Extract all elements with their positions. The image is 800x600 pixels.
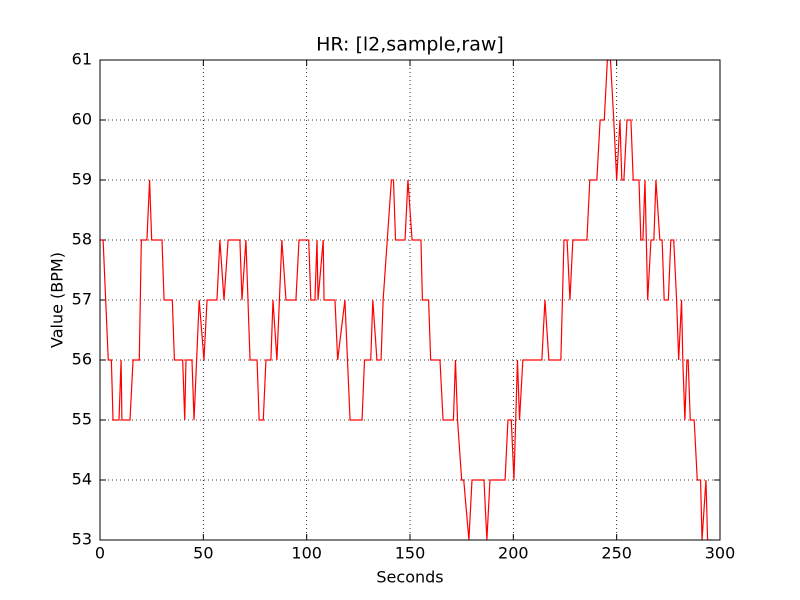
y-tick-label: 57 (72, 290, 92, 309)
x-tick-label: 300 (705, 544, 736, 563)
x-tick-label: 100 (291, 544, 322, 563)
y-tick-label: 54 (72, 470, 92, 489)
chart-title: HR: [l2,sample,raw] (316, 34, 504, 56)
y-tick-label: 61 (72, 50, 92, 69)
x-tick-label: 150 (395, 544, 426, 563)
x-tick-label: 50 (193, 544, 213, 563)
x-tick-label: 250 (601, 544, 632, 563)
x-tick-label: 0 (95, 544, 105, 563)
y-tick-label: 60 (72, 110, 92, 129)
x-tick-label: 200 (498, 544, 529, 563)
y-tick-label: 55 (72, 410, 92, 429)
y-axis-label: Value (BPM) (48, 252, 67, 348)
y-tick-label: 59 (72, 170, 92, 189)
y-tick-label: 58 (72, 230, 92, 249)
y-tick-label: 53 (72, 530, 92, 549)
y-tick-label: 56 (72, 350, 92, 369)
plot-frame (99, 59, 721, 541)
x-axis-label: Seconds (376, 568, 443, 587)
data-line (100, 60, 711, 540)
